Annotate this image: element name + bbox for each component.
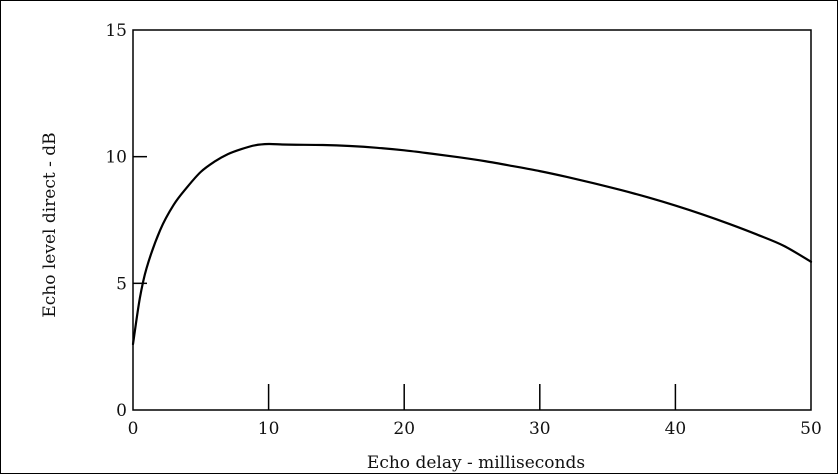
x-tick-label: 20 xyxy=(393,419,415,439)
x-tick-label: 50 xyxy=(800,419,822,439)
x-tick-label: 10 xyxy=(258,419,280,439)
x-tick-label: 30 xyxy=(529,419,551,439)
plot-area xyxy=(132,29,812,411)
y-tick-label: 15 xyxy=(105,21,127,41)
x-tick-label: 40 xyxy=(665,419,687,439)
y-tick-label: 5 xyxy=(116,274,127,294)
x-tick-label: 0 xyxy=(128,419,139,439)
y-tick-label: 10 xyxy=(105,148,127,168)
x-axis-title: Echo delay - milliseconds xyxy=(367,453,585,473)
y-axis-title: Echo level direct - dB xyxy=(40,132,60,317)
y-tick-label: 0 xyxy=(116,401,127,421)
tick-labels: 0 10 20 30 40 50 0 5 10 15 xyxy=(105,21,821,439)
axis-ticks xyxy=(133,155,677,410)
series-line xyxy=(131,142,813,346)
